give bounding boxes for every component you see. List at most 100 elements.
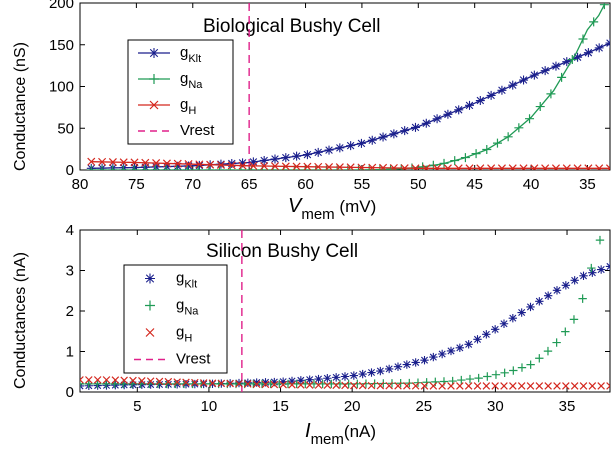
data-point	[443, 164, 452, 170]
data-point	[184, 161, 194, 170]
x-tick-label: 75	[128, 176, 145, 193]
data-point	[422, 378, 431, 387]
legend-label: gNa	[176, 297, 199, 318]
data-point	[561, 281, 571, 290]
data-point	[128, 380, 138, 390]
x-tick-label: 35	[559, 398, 576, 415]
data-point	[314, 374, 323, 384]
data-point	[303, 162, 312, 170]
data-point	[606, 382, 610, 390]
data-point	[587, 263, 596, 273]
data-point	[84, 379, 93, 389]
data-point	[433, 164, 442, 170]
x-tick-label: 45	[466, 176, 483, 193]
data-point	[526, 360, 535, 369]
x-axis-label: Vmem (mV)	[288, 195, 376, 223]
data-point	[248, 157, 258, 167]
x-tick-label: 10	[201, 398, 218, 415]
x-tick-label: 65	[241, 176, 258, 193]
data-point	[379, 163, 388, 170]
data-point	[567, 55, 577, 65]
data-point	[446, 346, 456, 356]
data-point	[526, 302, 535, 312]
data-point	[460, 153, 470, 163]
series-h	[87, 157, 610, 170]
data-point	[111, 376, 120, 384]
data-point	[153, 379, 163, 389]
data-point	[145, 300, 155, 311]
data-point	[474, 373, 483, 383]
data-point	[270, 154, 280, 164]
data-point	[413, 378, 423, 387]
data-point	[482, 330, 491, 339]
data-point	[141, 158, 150, 167]
data-point	[340, 372, 350, 381]
data-point	[358, 369, 367, 379]
data-point	[503, 132, 513, 142]
data-point	[335, 143, 345, 153]
data-point	[411, 358, 420, 367]
data-point	[164, 377, 173, 386]
data-point	[146, 380, 155, 389]
y-tick-label: 100	[49, 79, 74, 96]
y-tick-label: 200	[49, 0, 74, 12]
data-point	[152, 159, 161, 168]
data-point	[578, 34, 588, 44]
data-point	[491, 382, 499, 390]
data-point	[589, 17, 599, 27]
data-point	[443, 109, 453, 119]
data-point	[356, 138, 366, 148]
y-tick-label: 3	[66, 263, 74, 280]
data-point	[287, 376, 297, 386]
data-point	[578, 294, 587, 303]
data-point	[422, 164, 431, 170]
data-point	[149, 74, 159, 84]
data-point	[217, 379, 226, 388]
data-point	[595, 164, 604, 170]
data-point	[530, 164, 539, 170]
data-point	[552, 338, 561, 347]
data-point	[111, 380, 120, 390]
data-point	[541, 164, 550, 170]
data-point	[465, 100, 475, 110]
data-point	[305, 375, 314, 384]
data-point	[457, 375, 466, 385]
data-point	[597, 382, 605, 390]
data-point	[145, 379, 154, 389]
data-point	[346, 163, 355, 170]
data-point	[137, 380, 147, 389]
legend-label: gNa	[180, 70, 203, 91]
data-point	[227, 161, 236, 170]
data-point	[261, 378, 270, 387]
data-point	[562, 164, 571, 170]
data-point	[173, 378, 181, 386]
data-point	[252, 378, 261, 387]
data-point	[421, 118, 431, 128]
x-tick-label: 20	[344, 398, 361, 415]
data-point	[270, 380, 279, 389]
data-point	[579, 271, 588, 281]
data-point	[173, 159, 182, 168]
legend: gKlt gNa gH Vrest	[127, 39, 234, 145]
data-point	[130, 158, 139, 167]
data-point	[491, 370, 501, 379]
data-point	[297, 381, 305, 389]
data-point	[97, 165, 107, 170]
data-point	[557, 72, 567, 82]
data-point	[432, 114, 442, 124]
data-point	[393, 362, 403, 371]
data-point	[305, 381, 314, 389]
data-point	[464, 340, 473, 349]
data-point	[129, 376, 137, 385]
data-point	[410, 122, 420, 132]
data-point	[544, 382, 552, 390]
y-tick-label: 150	[49, 37, 74, 54]
data-point	[509, 382, 517, 390]
data-point	[323, 374, 332, 383]
data-point	[204, 165, 214, 170]
data-point	[429, 352, 438, 362]
data-point	[191, 378, 199, 387]
data-point	[596, 265, 606, 274]
data-point	[278, 377, 288, 386]
